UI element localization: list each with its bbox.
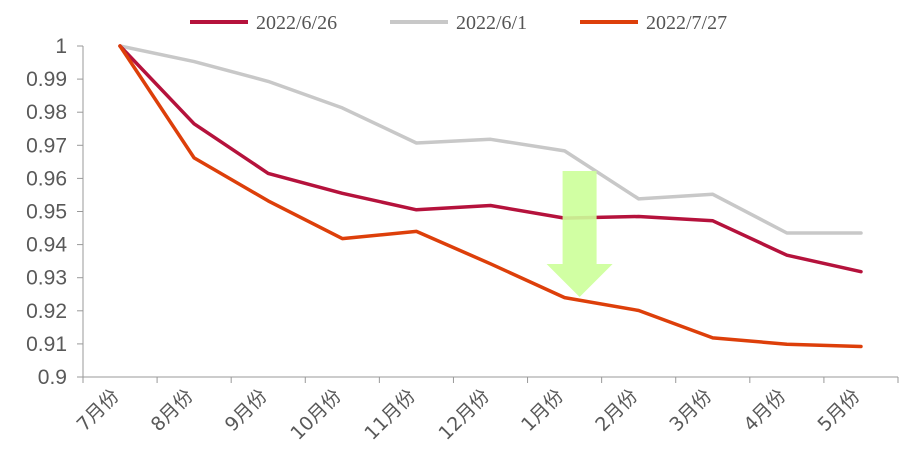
legend-label: 2022/6/1 <box>456 12 527 34</box>
y-tick-label: 0.97 <box>26 134 67 157</box>
y-tick-label: 0.93 <box>26 267 67 290</box>
trend-annotation <box>546 171 613 297</box>
y-tick-label: 0.94 <box>26 234 67 257</box>
x-tick-label: 7月份 <box>73 385 124 436</box>
x-tick-label: 11月份 <box>360 385 420 445</box>
x-tick-label: 5月份 <box>814 385 865 436</box>
x-tick-label: 8月份 <box>147 385 198 436</box>
x-tick-label: 4月份 <box>739 385 790 436</box>
legend-label: 2022/6/26 <box>256 12 337 34</box>
y-tick-label: 0.96 <box>26 167 67 190</box>
legend: 2022/6/26 2022/6/1 2022/7/27 <box>190 12 727 34</box>
x-tick-label: 9月份 <box>221 385 272 436</box>
y-tick-label: 1 <box>55 35 67 58</box>
y-tick-label: 0.92 <box>26 300 67 323</box>
x-tick-label: 3月份 <box>665 385 716 436</box>
y-tick-label: 0.91 <box>26 333 67 356</box>
series-line <box>118 44 863 235</box>
series-line <box>118 44 863 349</box>
y-tick-label: 0.98 <box>26 101 67 124</box>
y-tick-label: 0.9 <box>38 366 67 389</box>
y-tick-label: 0.99 <box>26 68 67 91</box>
down-arrow <box>546 171 613 297</box>
x-tick-label: 2月份 <box>591 385 642 436</box>
x-axis: 7月份 8月份 9月份 10月份 11月份 12月份 1月份 2月份 3月份 4月份 5月份 <box>73 376 899 445</box>
legend-label: 2022/7/27 <box>646 12 727 34</box>
series-line <box>118 44 863 274</box>
y-axis: 1 0.99 0.98 0.97 0.96 0.95 0.94 0.93 0.92 0.91 0.9 <box>26 35 84 389</box>
series-lines <box>118 44 863 349</box>
x-tick-label: 10月份 <box>286 385 346 445</box>
y-tick-label: 0.95 <box>26 201 67 224</box>
x-tick-label: 1月份 <box>517 385 568 436</box>
x-tick-label: 12月份 <box>435 385 495 445</box>
